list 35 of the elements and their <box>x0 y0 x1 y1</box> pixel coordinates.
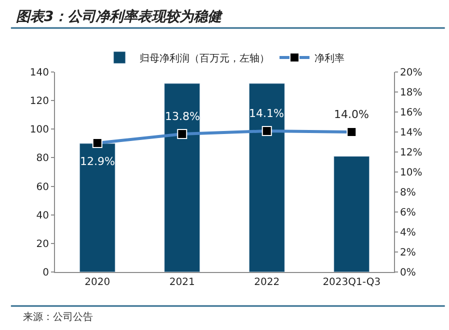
y-tick-label: 20 <box>36 238 49 250</box>
bar <box>334 156 370 272</box>
y-tick-label: 60 <box>36 182 49 193</box>
bar <box>248 83 285 272</box>
y2-tick-label: 0% <box>400 268 416 278</box>
data-label: 14.1% <box>249 107 284 120</box>
source-note: 来源：公司公告 <box>23 311 93 323</box>
x-tick-label: 2022 <box>254 277 280 288</box>
y2-tick-label: 2% <box>400 248 416 258</box>
y2-tick-label: 4% <box>400 228 416 238</box>
y-tick-label: 80 <box>36 153 49 164</box>
y-tick-label: 120 <box>30 96 49 108</box>
y-tick-label: 100 <box>30 124 49 136</box>
y-tick-label: 140 <box>30 68 49 78</box>
y-tick-label: 0 <box>42 268 49 278</box>
bar <box>164 83 200 272</box>
y2-tick-label: 8% <box>400 188 416 198</box>
legend-label: 净利率 <box>314 52 344 64</box>
y2-tick-label: 6% <box>400 208 416 218</box>
y2-tick-label: 18% <box>400 88 422 98</box>
x-tick-label: 2021 <box>169 277 195 288</box>
bar <box>79 143 116 272</box>
y-tick-label: 40 <box>36 210 49 222</box>
chart-title: 图表3：公司净利率表现较为稳健 <box>16 8 224 25</box>
y2-tick-label: 12% <box>400 148 422 158</box>
x-tick-label: 2020 <box>84 277 110 288</box>
y2-tick-label: 10% <box>400 168 422 178</box>
data-label: 13.8% <box>165 110 200 123</box>
data-label: 12.9% <box>80 155 115 168</box>
data-label: 14.0% <box>334 108 369 121</box>
y2-tick-label: 20% <box>400 68 422 78</box>
legend-label: 归母净利润（百万元，左轴） <box>140 52 270 64</box>
y2-tick-label: 16% <box>400 108 422 118</box>
x-tick-label: 2023Q1-Q3 <box>322 277 381 288</box>
y2-tick-label: 14% <box>400 128 422 138</box>
